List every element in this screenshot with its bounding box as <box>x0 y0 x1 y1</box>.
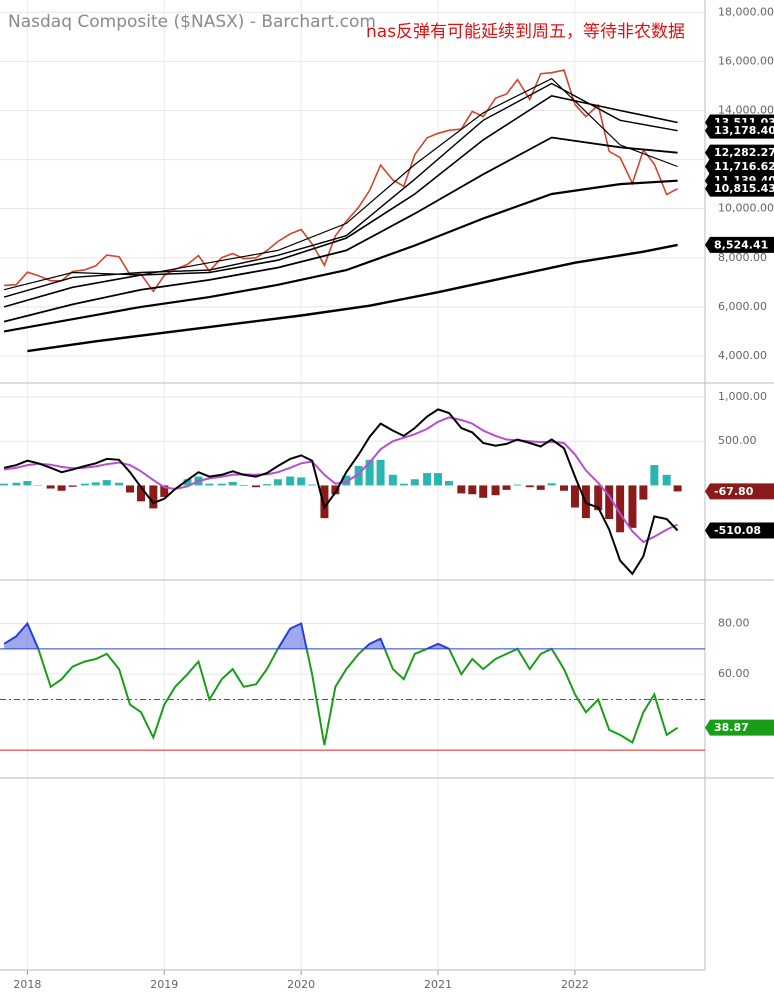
histogram-bar <box>274 479 282 485</box>
histogram-bar <box>252 485 260 487</box>
histogram-bar <box>23 481 31 485</box>
histogram-bar <box>537 485 545 489</box>
histogram-bar <box>628 485 636 527</box>
histogram-bar <box>377 460 385 486</box>
histogram-bar <box>263 484 271 485</box>
y-tick-label: 60.00 <box>718 667 750 680</box>
histogram-bar <box>103 480 111 485</box>
histogram-bar <box>639 485 647 499</box>
x-tick-label: 2018 <box>13 978 41 991</box>
histogram-bar <box>560 485 568 490</box>
histogram-bar <box>47 485 55 488</box>
y-tick-label: 500.00 <box>718 434 757 447</box>
histogram-bar <box>468 485 476 494</box>
histogram-bar <box>548 483 556 485</box>
histogram-bar <box>229 482 237 486</box>
y-tick-label: 16,000.00 <box>718 54 774 67</box>
histogram-bar <box>434 473 442 485</box>
histogram-bar <box>513 485 521 486</box>
histogram-bar <box>0 484 8 486</box>
histogram-bar <box>411 479 419 485</box>
axis-tag-label: -510.08 <box>714 524 761 537</box>
histogram-bar <box>320 485 328 518</box>
y-tick-label: 10,000.00 <box>718 202 774 215</box>
histogram-bar <box>400 484 408 486</box>
histogram-bar <box>149 485 157 508</box>
histogram-bar <box>423 473 431 485</box>
histogram-bar <box>503 485 511 489</box>
histogram-bar <box>526 485 534 487</box>
y-tick-label: 1,000.00 <box>718 390 767 403</box>
histogram-bar <box>571 485 579 507</box>
rsi-line-oversold <box>4 624 678 746</box>
axis-tag-label: 8,524.41 <box>714 238 768 251</box>
histogram-bar <box>58 485 66 490</box>
histogram-bar <box>12 483 20 486</box>
y-tick-label: 80.00 <box>718 617 750 630</box>
histogram-bar <box>479 485 487 497</box>
y-tick-label: 18,000.00 <box>718 5 774 18</box>
histogram-bar <box>205 484 213 486</box>
histogram-bar <box>81 484 89 486</box>
axis-tag-label: 38.87 <box>714 721 749 734</box>
axis-tag-label: 13,178.40 <box>714 124 774 137</box>
annotation: nas反弹有可能延续到周五，等待非农数据 <box>366 22 685 42</box>
histogram-bar <box>389 475 397 486</box>
x-tick-label: 2020 <box>287 978 315 991</box>
chart-title: Nasdaq Composite ($NASX) - Barchart.com <box>8 12 376 32</box>
moving-average <box>27 245 677 351</box>
histogram-bar <box>92 482 100 485</box>
histogram-bar <box>663 475 671 486</box>
x-tick-label: 2019 <box>150 978 178 991</box>
histogram-bar <box>297 477 305 485</box>
x-tick-label: 2021 <box>424 978 452 991</box>
x-tick-label: 2022 <box>561 978 589 991</box>
y-tick-label: 4,000.00 <box>718 349 767 362</box>
histogram-bar <box>218 484 226 486</box>
axis-tag-label: 11,716.62 <box>714 160 774 173</box>
rsi-line-overbought <box>4 624 678 746</box>
histogram-bar <box>69 485 77 486</box>
axis-tag-label: 10,815.43 <box>714 182 774 195</box>
y-tick-label: 6,000.00 <box>718 300 767 313</box>
axis-tag-label: -67.80 <box>714 485 754 498</box>
histogram-bar <box>126 485 134 492</box>
histogram-bar <box>286 477 294 486</box>
rsi-line <box>4 624 678 746</box>
histogram-bar <box>308 485 316 486</box>
histogram-bar <box>492 485 500 495</box>
histogram-bar <box>674 485 682 491</box>
axis-tag-label: 12,282.27 <box>714 146 774 159</box>
histogram-bar <box>115 483 123 486</box>
histogram-bar <box>445 481 453 485</box>
histogram-bar <box>650 465 658 485</box>
overbought-fill <box>4 624 678 746</box>
histogram-bar <box>457 485 465 493</box>
